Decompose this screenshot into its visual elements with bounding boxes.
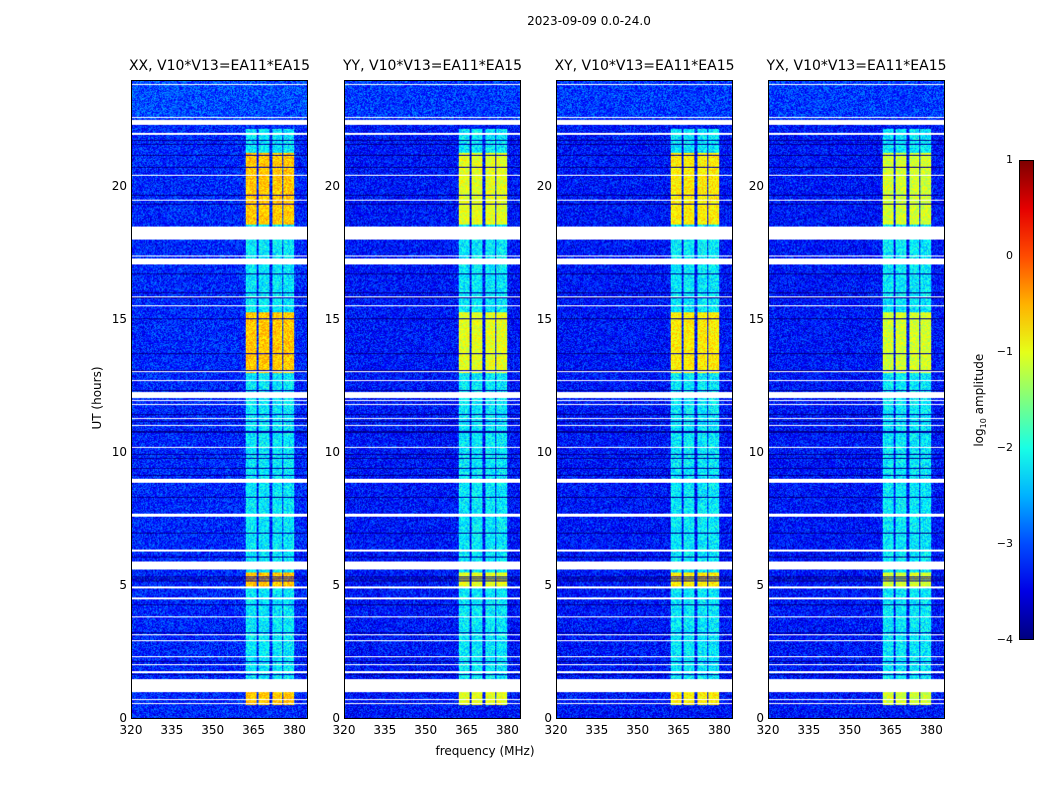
x-tick-label: 350 xyxy=(201,723,225,737)
x-tick-label: 365 xyxy=(879,723,902,737)
y-tick-label: 0 xyxy=(119,711,127,725)
y-tick-label: 10 xyxy=(536,444,552,459)
x-tick-label: 380 xyxy=(282,723,306,737)
y-tick-label: 20 xyxy=(111,178,127,193)
y-tick-label: 20 xyxy=(536,178,552,193)
panel-title: XX, V10*V13=EA11*EA15 xyxy=(128,58,311,74)
y-tick-label: 20 xyxy=(748,178,764,193)
panel-xx: XX, V10*V13=EA11*EA15 0 5 10 15 20 320 335 350 3… xyxy=(112,58,310,737)
figure-title: 2023-09-09 0.0-24.0 xyxy=(527,14,651,28)
y-tick-label: 10 xyxy=(111,444,127,459)
x-tick-label: 380 xyxy=(919,723,943,737)
y-tick-label: 0 xyxy=(756,711,764,725)
x-tick-label: 365 xyxy=(667,723,690,737)
panel-title: YX, V10*V13=EA11*EA15 xyxy=(766,58,947,74)
y-tick-label: 10 xyxy=(324,444,340,459)
panel-title: YY, V10*V13=EA11*EA15 xyxy=(343,58,522,74)
x-tick-label: 380 xyxy=(495,723,519,737)
panel-yy: YY, V10*V13=EA11*EA15 0 5 10 15 20 320 335 350 3… xyxy=(325,58,522,737)
colorbar-tick-label: 0 xyxy=(1006,249,1013,262)
x-tick-label: 335 xyxy=(585,723,609,737)
x-tick-label: 335 xyxy=(797,723,821,737)
x-tick-label: 320 xyxy=(756,723,780,737)
y-tick-label: 20 xyxy=(324,178,340,193)
colorbar-tick-label: −3 xyxy=(996,537,1013,550)
x-tick-label: 350 xyxy=(626,723,650,737)
x-tick-label: 320 xyxy=(544,723,568,737)
x-tick-label: 335 xyxy=(160,723,184,737)
y-tick-label: 10 xyxy=(748,444,764,459)
y-tick-label: 5 xyxy=(544,577,552,592)
y-tick-label: 5 xyxy=(756,577,764,592)
y-axis-label: UT (hours) xyxy=(90,366,104,430)
y-tick-label: 15 xyxy=(536,311,552,326)
x-tick-label: 365 xyxy=(455,723,478,737)
panel-yx: YX, V10*V13=EA11*EA15 0 5 10 15 20 320 335 350 3… xyxy=(749,58,947,737)
colorbar-label: log10 amplitude xyxy=(971,353,989,447)
x-tick-label: 320 xyxy=(332,723,356,737)
y-tick-label: 15 xyxy=(324,311,340,326)
spectrogram-xx xyxy=(131,80,308,719)
y-tick-label: 5 xyxy=(332,577,340,592)
x-tick-label: 365 xyxy=(242,723,265,737)
x-axis-label: frequency (MHz) xyxy=(435,744,535,758)
x-tick-label: 380 xyxy=(707,723,731,737)
x-tick-label: 350 xyxy=(838,723,862,737)
y-tick-label: 15 xyxy=(748,311,764,326)
colorbar-tick-label: −2 xyxy=(996,441,1013,454)
colorbar xyxy=(1019,160,1034,640)
colorbar-tick-label: −4 xyxy=(996,633,1013,646)
colorbar-tick-label: 1 xyxy=(1006,153,1013,166)
y-tick-label: 0 xyxy=(544,711,552,725)
x-tick-label: 320 xyxy=(119,723,143,737)
spectrogram-yy xyxy=(344,80,521,719)
x-tick-label: 335 xyxy=(373,723,397,737)
y-tick-label: 5 xyxy=(119,577,127,592)
spectrogram-xy xyxy=(556,80,733,719)
colorbar-tick-label: −1 xyxy=(996,345,1013,358)
y-tick-label: 15 xyxy=(111,311,127,326)
panel-xy: XY, V10*V13=EA11*EA15 0 5 10 15 20 320 335 350 3… xyxy=(537,58,735,737)
y-tick-label: 0 xyxy=(332,711,340,725)
x-tick-label: 350 xyxy=(414,723,438,737)
spectrogram-yx xyxy=(768,80,945,719)
panel-title: XY, V10*V13=EA11*EA15 xyxy=(554,58,735,74)
